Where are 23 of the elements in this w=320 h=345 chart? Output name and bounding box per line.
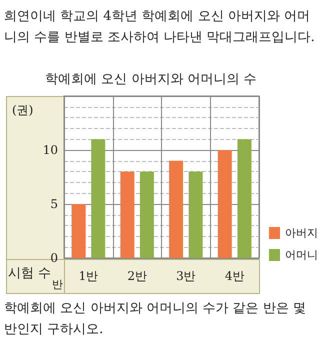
bar [120,172,134,258]
bar [72,204,86,258]
x-tick-label: 3반 [176,269,196,283]
legend-label: 아버지 [285,226,318,240]
text: 시험 수 [8,266,52,281]
y-tick-label: 5 [50,197,58,211]
x-tick-label: 4반 [224,269,244,283]
text: 희연이네 학교의 4학년 학예회에 오신 아버지와 어머니의 수를 반별로 조사하여 나타낸 막대그래프입니다. [4,9,315,45]
x-axis-title: 반 [52,278,63,291]
y-axis-title: (권) [12,103,34,117]
bar [237,139,252,258]
y-tick-label: 10 [42,143,58,157]
text: 학예회에 오신 아버지와 어머니의 수가 같은 반은 몇 반인지 구하시오. [4,301,310,337]
bar [218,150,232,258]
bar [140,172,154,258]
chart-title: 학예회에 오신 아버지와 어머니의 수 [45,72,257,87]
x-tick-label: 2반 [127,269,147,283]
y-tick-label: 0 [50,251,58,265]
bar [169,160,184,258]
x-tick-label: 1반 [78,269,98,283]
legend-label: 어머니 [285,248,318,262]
bar [188,172,203,258]
bar [91,139,106,258]
